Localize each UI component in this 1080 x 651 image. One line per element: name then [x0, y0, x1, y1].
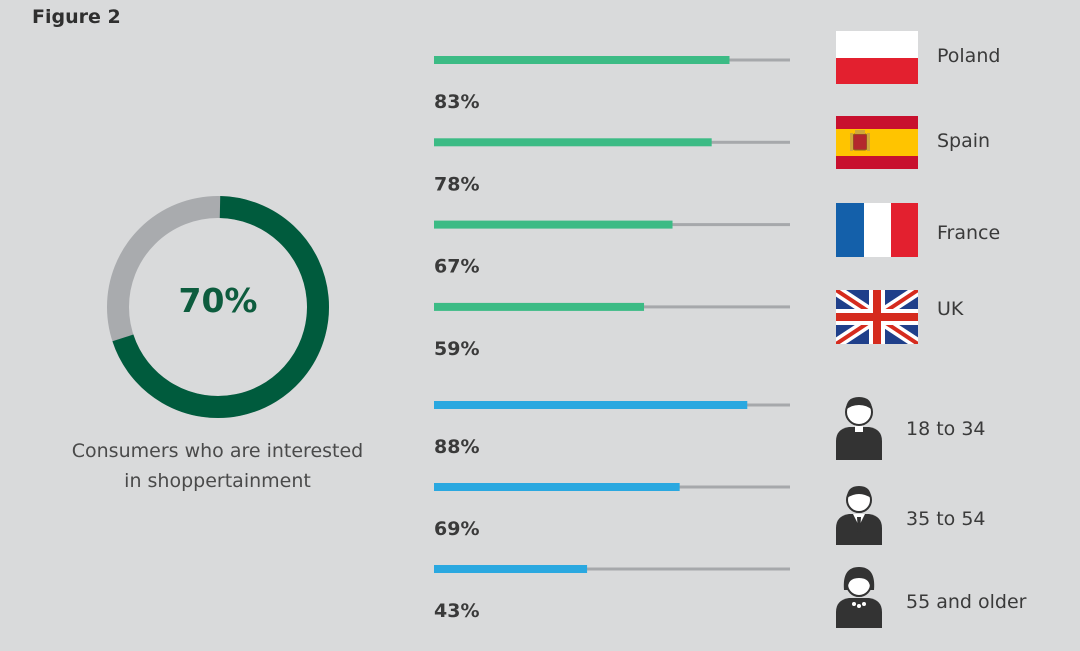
donut-svg: [107, 196, 329, 418]
figure-label: Figure 2: [32, 6, 121, 28]
bar-poland: [434, 56, 730, 64]
bars-layer: 83% Poland 78% Spain 67% France 59% UK 88% 18 to …: [434, 45, 1027, 622]
value-label-spain: 78%: [434, 173, 479, 195]
poland-flag-icon: [836, 31, 918, 84]
category-label-55-and-older: 55 and older: [906, 591, 1027, 613]
value-label-uk: 59%: [434, 338, 479, 360]
bar-france: [434, 220, 673, 229]
category-label-spain: Spain: [937, 130, 990, 152]
spain-flag-icon: [836, 116, 918, 169]
bar-spain: [434, 138, 712, 147]
donut-caption-line-2: in shoppertainment: [124, 470, 311, 492]
young-person-icon: [836, 397, 882, 460]
bar-track-55-and-older: [434, 567, 790, 571]
category-label-poland: Poland: [937, 45, 1000, 67]
bar-35-to-54: [434, 483, 680, 491]
value-label-18-to-34: 88%: [434, 436, 479, 458]
donut-chart: 70%: [104, 193, 332, 421]
value-label-france: 67%: [434, 256, 479, 278]
bar-uk: [434, 302, 645, 311]
donut-caption: Consumers who are interested in shoppert…: [55, 436, 380, 496]
value-label-55-and-older: 43%: [434, 600, 479, 622]
businessman-icon: [836, 486, 882, 545]
category-label-35-to-54: 35 to 54: [906, 508, 986, 530]
older-woman-icon: [836, 567, 882, 628]
uk-flag-icon: [836, 290, 918, 344]
donut-value: 70%: [178, 281, 258, 320]
bar-18-to-34: [434, 401, 748, 409]
value-label-35-to-54: 69%: [434, 518, 479, 540]
category-label-18-to-34: 18 to 34: [906, 418, 986, 440]
value-label-poland: 83%: [434, 91, 479, 113]
donut-caption-line-1: Consumers who are interested: [71, 440, 364, 462]
donut-main-slice: [112, 196, 329, 418]
bar-55-and-older: [434, 565, 588, 573]
france-flag-icon: [836, 203, 918, 257]
category-label-france: France: [937, 222, 1000, 244]
category-label-uk: UK: [937, 298, 964, 320]
